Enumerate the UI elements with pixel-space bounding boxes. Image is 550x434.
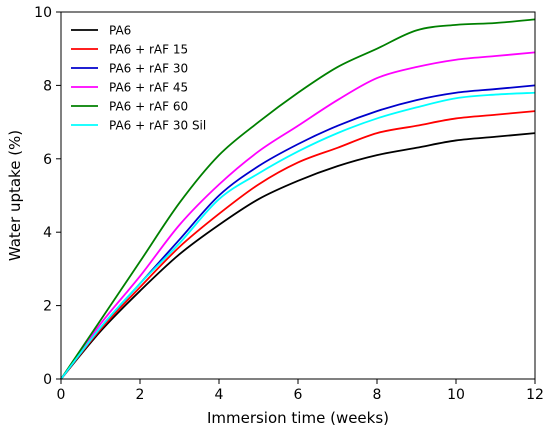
series-line-4	[60, 51, 536, 380]
legend-label: PA6 + rAF 30	[109, 62, 188, 76]
legend-label: PA6 + rAF 60	[109, 100, 188, 114]
y-tick-label: 6	[43, 152, 52, 168]
x-axis-title: Immersion time (weeks)	[207, 409, 389, 427]
x-tick-label: 4	[215, 387, 224, 403]
x-axis: 0 2 4 6 8 10 12	[57, 379, 544, 403]
x-tick-label: 2	[136, 387, 145, 403]
legend-label: PA6 + rAF 15	[109, 43, 188, 57]
series-line-1	[60, 132, 536, 380]
x-tick-label: 8	[373, 387, 382, 403]
y-tick-label: 4	[43, 225, 52, 241]
y-tick-label: 0	[43, 372, 52, 388]
x-tick-label: 6	[294, 387, 303, 403]
x-tick-label: 0	[57, 387, 66, 403]
x-tick-label: 12	[526, 387, 544, 403]
legend-label: PA6 + rAF 30 Sil	[109, 119, 206, 133]
y-tick-label: 2	[43, 299, 52, 315]
legend-label: PA6 + rAF 45	[109, 81, 188, 95]
y-axis: 0 2 4 6 8 10	[34, 5, 61, 388]
y-tick-label: 8	[43, 78, 52, 94]
y-axis-title: Water uptake (%)	[6, 130, 24, 261]
series-layer	[60, 18, 536, 380]
legend-label: PA6	[109, 24, 131, 38]
series-line-2	[60, 110, 536, 380]
y-tick-label: 10	[34, 5, 52, 21]
series-line-6	[60, 91, 536, 380]
series-line-5	[60, 18, 536, 380]
legend: PA6 PA6 + rAF 15 PA6 + rAF 30 PA6 + rAF 45 P…	[71, 24, 206, 133]
x-tick-label: 10	[447, 387, 465, 403]
